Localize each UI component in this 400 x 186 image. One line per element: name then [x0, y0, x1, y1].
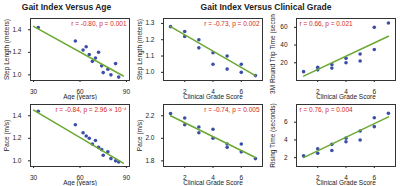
svg-text:1.2: 1.2 — [12, 134, 21, 141]
svg-text:Clinical Grade Score: Clinical Grade Score — [183, 93, 243, 100]
svg-text:60: 60 — [280, 23, 288, 30]
svg-text:2.2: 2.2 — [145, 112, 154, 119]
svg-text:1.0: 1.0 — [12, 71, 21, 78]
svg-text:r = -0.80, p = 0.001: r = -0.80, p = 0.001 — [71, 20, 127, 28]
svg-text:Clinical Grade Score: Clinical Grade Score — [316, 93, 376, 100]
svg-text:1.2: 1.2 — [12, 48, 21, 55]
svg-text:Step Length (meters): Step Length (meters) — [3, 19, 11, 80]
svg-text:Age (years): Age (years) — [63, 93, 97, 101]
svg-text:1.2: 1.2 — [145, 36, 154, 43]
svg-text:1.4: 1.4 — [12, 26, 21, 33]
svg-text:Clinical Grade Score: Clinical Grade Score — [316, 179, 376, 186]
svg-text:Step Length (meters): Step Length (meters) — [136, 19, 144, 80]
svg-text:r = -0.73, p = 0.002: r = -0.73, p = 0.002 — [204, 20, 260, 28]
svg-text:2.0: 2.0 — [145, 134, 154, 141]
svg-text:r = -0.84, p = 2.96 × 10⁻⁴: r = -0.84, p = 2.96 × 10⁻⁴ — [55, 106, 126, 114]
svg-text:6: 6 — [284, 118, 288, 125]
svg-text:Rising Time (seconds): Rising Time (seconds) — [269, 103, 277, 167]
svg-text:r = 0.76, p = 0.004: r = 0.76, p = 0.004 — [300, 106, 354, 114]
svg-text:30: 30 — [30, 174, 38, 181]
svg-text:r = 0.66, p = 0.021: r = 0.66, p = 0.021 — [300, 20, 354, 28]
svg-text:Pace (m/s): Pace (m/s) — [3, 120, 11, 151]
svg-text:4: 4 — [284, 136, 288, 143]
svg-text:Pace (m/s): Pace (m/s) — [136, 120, 144, 151]
svg-text:3M Round Trip Time (seconds): 3M Round Trip Time (seconds) — [269, 14, 277, 94]
svg-text:r = -0.74, p = 0.005: r = -0.74, p = 0.005 — [204, 106, 260, 114]
svg-text:40: 40 — [280, 41, 288, 48]
svg-text:1.3: 1.3 — [145, 19, 154, 26]
svg-text:Clinical Grade Score: Clinical Grade Score — [183, 179, 243, 186]
svg-text:Age (years): Age (years) — [63, 179, 97, 186]
svg-text:2: 2 — [284, 154, 288, 161]
svg-text:30: 30 — [30, 88, 38, 95]
svg-text:1.0: 1.0 — [145, 68, 154, 75]
svg-text:1.8: 1.8 — [145, 157, 154, 164]
svg-text:20: 20 — [280, 59, 288, 66]
svg-text:90: 90 — [123, 174, 131, 181]
svg-text:90: 90 — [123, 88, 131, 95]
svg-text:1.4: 1.4 — [12, 112, 21, 119]
svg-text:1.0: 1.0 — [12, 157, 21, 164]
html-text:Gait Index Versus Age: Gait Index Versus Age — [21, 2, 112, 12]
svg-text:1.1: 1.1 — [145, 52, 154, 59]
html-text:Gait Index Versus Clinical Gra: Gait Index Versus Clinical Grade — [200, 2, 332, 12]
